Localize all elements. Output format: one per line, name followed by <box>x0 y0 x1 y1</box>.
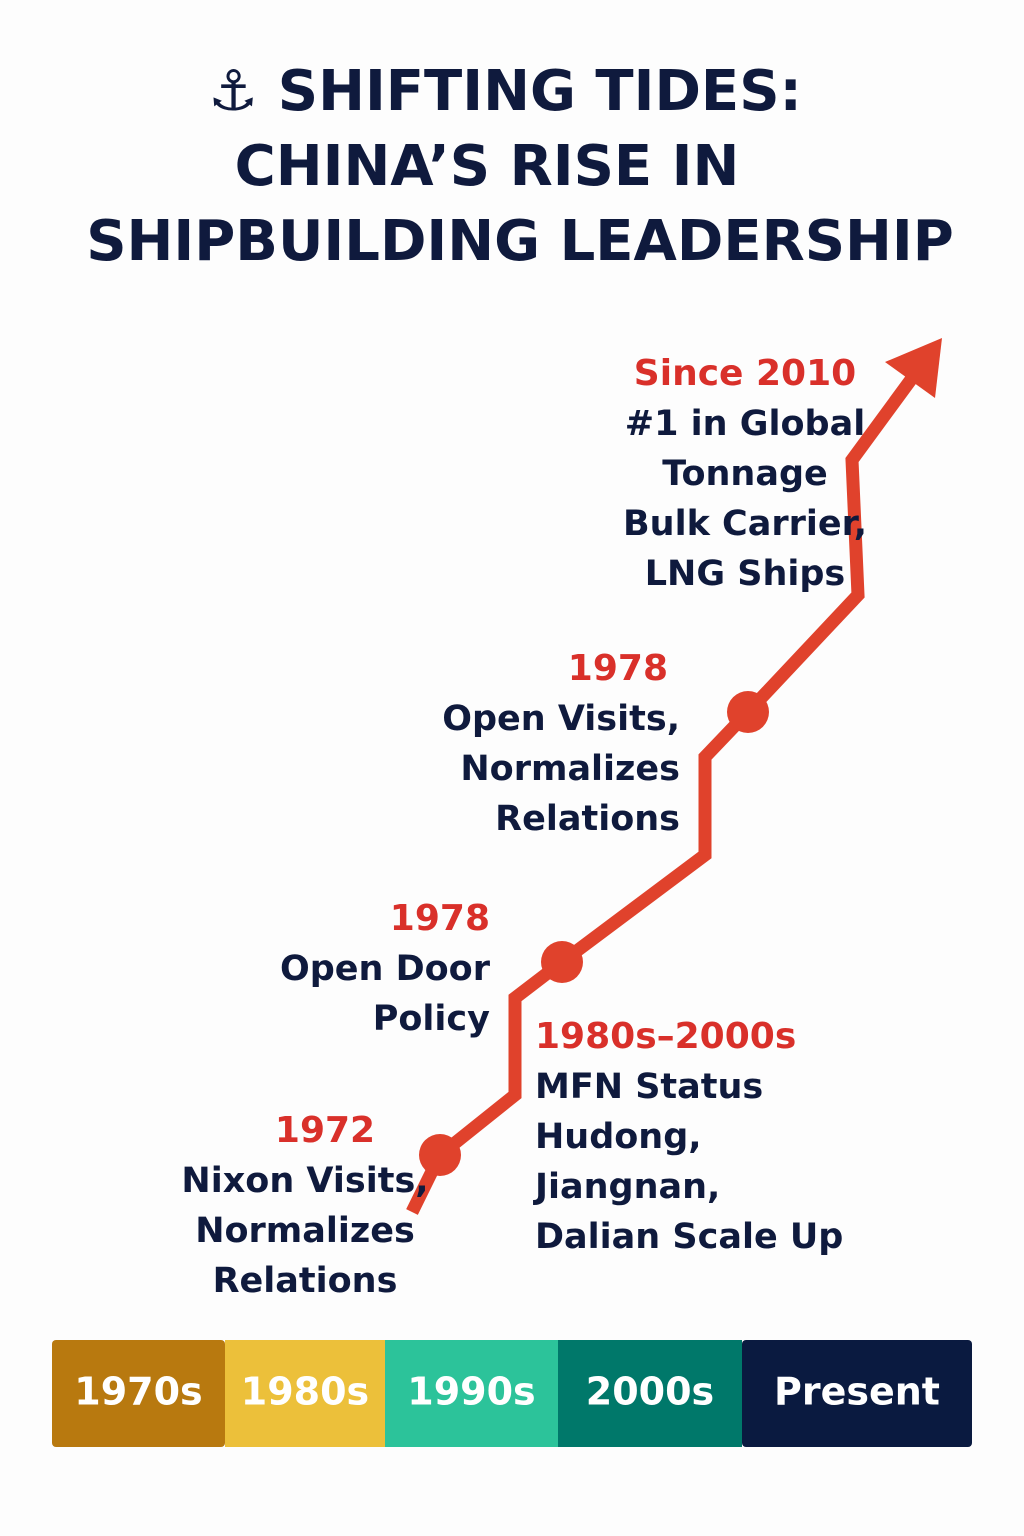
milestone-dot <box>727 691 769 733</box>
milestone-year: 1972 <box>275 1110 375 1151</box>
growth-arrow <box>406 338 942 1215</box>
milestone-text: Dalian Scale Up <box>535 1217 843 1257</box>
milestone-text: Jiangnan, <box>533 1167 720 1207</box>
arrow-line <box>406 366 924 1215</box>
milestone-year: 1978 <box>390 898 490 939</box>
era-label: Present <box>774 1370 940 1414</box>
milestone-text: Hudong, <box>535 1117 702 1157</box>
milestone-text: Normalizes <box>460 749 680 789</box>
milestone-text: Open Visits, <box>442 699 680 739</box>
milestone-text: Bulk Carrier, <box>623 504 867 544</box>
milestone-dot <box>419 1134 461 1176</box>
milestone-text: Tonnage <box>662 454 828 494</box>
milestone-text: LNG Ships <box>645 554 846 594</box>
milestone-dot <box>541 941 583 983</box>
milestone-text: Relations <box>213 1261 398 1301</box>
milestone-text: MFN Status <box>535 1067 763 1107</box>
milestone-year: 1980s–2000s <box>535 1016 796 1057</box>
era-segment <box>225 1340 385 1447</box>
milestone-year: 1978 <box>568 648 668 689</box>
title-line: SHIPBUILDING LEADERSHIP <box>86 209 954 274</box>
milestone-text: Relations <box>495 799 680 839</box>
era-segment <box>52 1340 225 1447</box>
era-label: 1970s <box>74 1370 202 1414</box>
milestone-year: Since 2010 <box>634 353 856 394</box>
milestone-text: Nixon Visits, <box>181 1161 428 1201</box>
milestone-text: Open Door <box>280 949 491 989</box>
title-line: CHINA’S RISE IN <box>235 134 740 199</box>
milestone-text: Policy <box>373 999 490 1039</box>
milestone-text: #1 in Global <box>625 404 865 444</box>
era-segment <box>385 1340 558 1447</box>
era-segment <box>742 1340 972 1447</box>
arrow-head <box>885 338 942 398</box>
milestone-text: Normalizes <box>195 1211 415 1251</box>
era-label: 2000s <box>586 1370 714 1414</box>
era-label: 1980s <box>241 1370 369 1414</box>
title-line: ⚓ SHIFTING TIDES: <box>208 59 802 124</box>
era-label: 1990s <box>407 1370 535 1414</box>
era-segment <box>558 1340 742 1447</box>
